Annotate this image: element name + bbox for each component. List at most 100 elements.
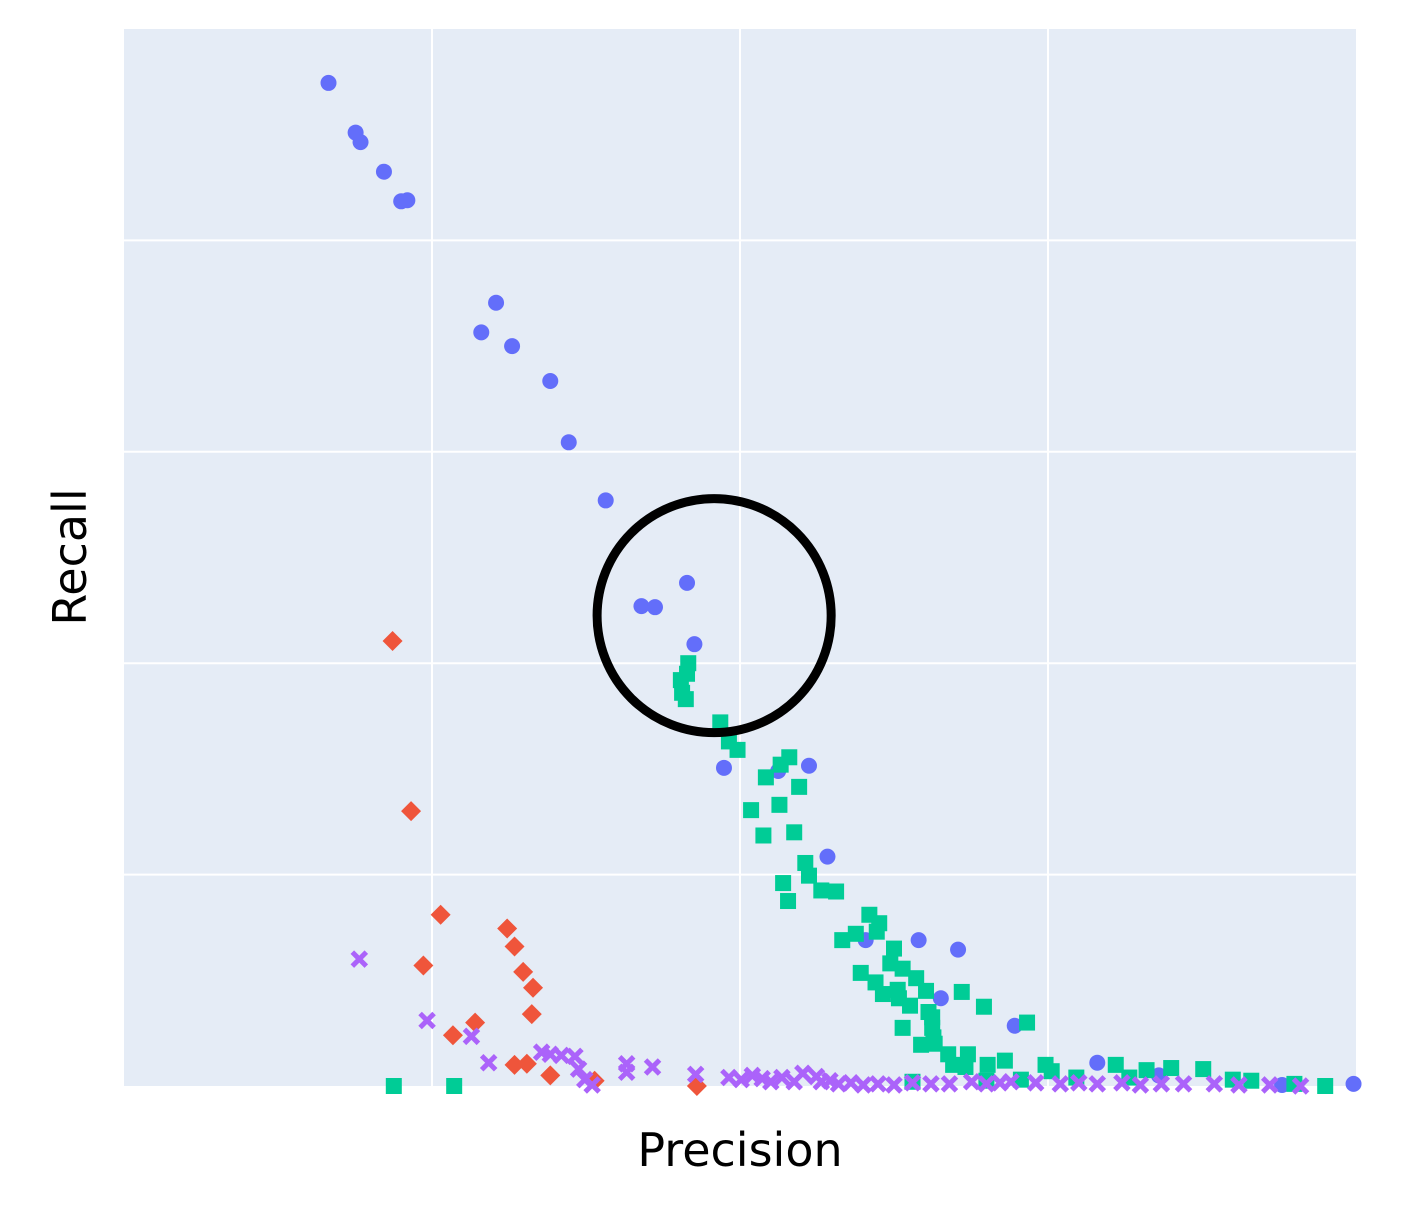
data-point-circle [1089, 1054, 1106, 1071]
data-point-x [1174, 1075, 1193, 1093]
data-point-square [902, 997, 919, 1014]
y-axis-title: Recall [43, 488, 97, 625]
data-point-circle [1345, 1075, 1362, 1092]
data-point-square [945, 1056, 962, 1073]
data-point-square [771, 796, 788, 813]
data-point-x [1026, 1074, 1045, 1092]
data-point-x [1230, 1076, 1248, 1094]
data-point-x [418, 1011, 436, 1030]
data-point-square [894, 960, 911, 977]
data-point-x [773, 1068, 791, 1087]
data-point-square [1043, 1063, 1060, 1080]
data-point-x [350, 950, 369, 968]
data-point-square [797, 854, 814, 871]
data-point-x [869, 1075, 887, 1093]
data-point-square [1019, 1014, 1036, 1031]
data-point-circle [715, 759, 732, 776]
data-point-square [834, 932, 851, 949]
data-point-circle [488, 294, 505, 311]
data-point-x [962, 1073, 981, 1091]
data-point-circle [399, 192, 416, 209]
data-point-square [874, 986, 891, 1003]
data-point-diamond [401, 801, 422, 822]
data-point-x [617, 1063, 636, 1082]
data-point-circle [686, 636, 703, 653]
data-point-diamond [521, 1004, 542, 1025]
data-point-x [842, 1074, 860, 1092]
data-point-x [1152, 1075, 1171, 1093]
data-point-x [940, 1075, 959, 1093]
data-point-square [772, 756, 789, 773]
data-point-square [1163, 1060, 1180, 1077]
data-point-square [959, 1046, 976, 1063]
data-point-x [794, 1064, 812, 1083]
data-point-square [800, 867, 817, 884]
data-points [320, 74, 1362, 1096]
data-point-square [957, 1058, 974, 1075]
data-point-square [908, 970, 925, 987]
data-point-circle [646, 599, 663, 616]
data-point-x [1070, 1074, 1088, 1092]
data-point-square [813, 882, 830, 899]
annotation-layer [592, 494, 836, 738]
data-point-square [847, 925, 864, 942]
data-point-square [385, 1078, 402, 1094]
data-point-square [868, 923, 885, 940]
data-point-square [1138, 1062, 1155, 1079]
data-point-x [720, 1068, 738, 1087]
data-point-diamond [504, 1054, 525, 1075]
data-point-diamond [430, 904, 451, 925]
data-point-square [1243, 1072, 1260, 1089]
data-point-diamond [442, 1025, 463, 1046]
data-point-circle [375, 163, 392, 180]
data-point-diamond [413, 955, 434, 976]
data-point-x [1002, 1073, 1020, 1091]
data-point-square [755, 827, 772, 844]
data-point-square [852, 964, 869, 981]
data-point-circle [679, 574, 696, 591]
data-point-square [886, 940, 902, 957]
data-point-square [677, 691, 694, 708]
data-point-square [975, 998, 992, 1015]
data-point-circle [597, 492, 614, 509]
data-point-circle [504, 338, 521, 355]
data-point-x [854, 1076, 872, 1094]
data-point-x [1088, 1075, 1107, 1093]
data-point-square [791, 778, 808, 795]
data-point-circle [560, 434, 577, 451]
data-point-square [979, 1056, 996, 1073]
data-point-circle [633, 598, 650, 615]
data-point-x [566, 1047, 584, 1066]
data-point-circle [352, 134, 369, 151]
data-point-x [569, 1060, 588, 1078]
x-axis-title: Precision [637, 1123, 842, 1177]
data-point-diamond [523, 977, 544, 998]
data-point-x [1051, 1075, 1070, 1093]
data-point-x [922, 1075, 940, 1093]
data-point-x [479, 1053, 498, 1072]
data-point-diamond [516, 1053, 537, 1074]
data-point-square [446, 1078, 463, 1094]
data-point-x [903, 1074, 922, 1092]
data-point-circle [473, 324, 490, 341]
data-point-square [913, 1036, 930, 1053]
data-point-x [1260, 1076, 1279, 1094]
data-point-circle [819, 848, 836, 865]
data-point-square [1195, 1061, 1212, 1078]
data-point-x [1113, 1074, 1131, 1092]
data-point-diamond [497, 918, 518, 939]
data-point-x [977, 1075, 996, 1093]
data-point-x [1131, 1076, 1150, 1094]
data-point-x [762, 1073, 780, 1091]
data-point-square [953, 983, 970, 1000]
data-point-square [996, 1052, 1013, 1069]
gridlines [124, 29, 1356, 1086]
data-point-x [1291, 1077, 1310, 1095]
data-point-circle [800, 757, 817, 774]
data-point-x [643, 1058, 662, 1076]
data-point-circle [950, 941, 967, 958]
data-point-circle [910, 932, 927, 949]
data-point-square [894, 1019, 911, 1036]
data-point-diamond [382, 631, 403, 652]
